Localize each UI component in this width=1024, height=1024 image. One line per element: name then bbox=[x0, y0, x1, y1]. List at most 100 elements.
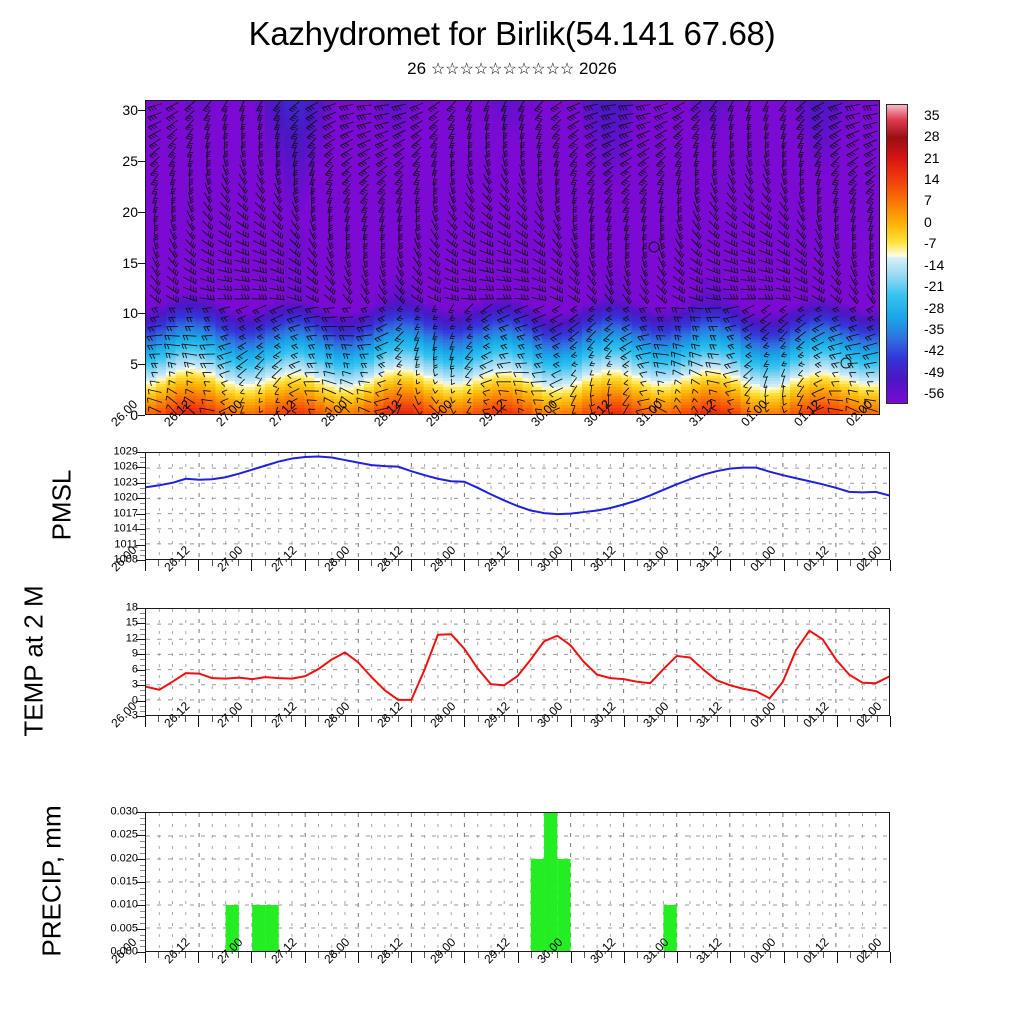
x-tick-mark bbox=[877, 952, 878, 958]
x-tick-mark bbox=[544, 952, 545, 958]
x-tick-mark bbox=[823, 560, 824, 566]
x-tick-mark bbox=[584, 952, 585, 958]
y-tick-mark-minor bbox=[140, 555, 145, 556]
y-tick-mark-minor bbox=[140, 457, 145, 458]
y-tick-mark bbox=[136, 560, 145, 561]
y-tick-mark bbox=[136, 701, 145, 702]
colorbar-tick-label: -49 bbox=[924, 363, 945, 380]
y-tick-label: 20 bbox=[122, 203, 138, 220]
y-tick-mark-minor bbox=[140, 659, 145, 660]
x-tick-mark bbox=[611, 952, 612, 958]
y-tick-mark-minor bbox=[140, 493, 145, 494]
y-tick-mark bbox=[136, 882, 145, 883]
subtitle-date: 26 ☆☆☆☆☆☆☆☆☆☆ 2026 bbox=[0, 58, 1024, 81]
y-tick-mark-minor bbox=[140, 534, 145, 535]
y-tick-mark bbox=[136, 639, 145, 640]
x-tick-mark bbox=[305, 952, 306, 963]
y-tick-mark-minor bbox=[140, 634, 145, 635]
pmsl-axis-label: PMSL bbox=[46, 469, 77, 541]
x-tick-mark bbox=[837, 560, 838, 571]
y-tick-mark-minor bbox=[140, 935, 145, 936]
x-tick-mark bbox=[212, 560, 213, 566]
x-tick-mark bbox=[238, 560, 239, 566]
x-tick-mark bbox=[877, 560, 878, 566]
x-tick-mark bbox=[504, 952, 505, 958]
y-tick-mark-minor bbox=[140, 824, 145, 825]
x-tick-mark bbox=[251, 560, 252, 571]
x-tick-mark bbox=[265, 716, 266, 722]
y-tick-mark-minor bbox=[140, 629, 145, 630]
y-tick-mark bbox=[136, 483, 145, 484]
x-tick-mark bbox=[478, 952, 479, 958]
y-tick-mark-minor bbox=[140, 923, 145, 924]
x-tick-mark bbox=[238, 952, 239, 958]
x-tick-mark bbox=[690, 560, 691, 566]
y-tick-label: 15 bbox=[125, 616, 138, 629]
y-tick-mark-minor bbox=[140, 888, 145, 889]
y-tick-mark-minor bbox=[140, 675, 145, 676]
x-tick-mark bbox=[491, 952, 492, 958]
y-tick-mark-minor bbox=[140, 830, 145, 831]
y-tick-mark-minor bbox=[140, 818, 145, 819]
x-tick-mark bbox=[158, 560, 159, 566]
x-tick-mark bbox=[438, 560, 439, 566]
x-tick-mark bbox=[464, 952, 465, 963]
x-tick-mark bbox=[358, 952, 359, 963]
x-tick-mark bbox=[371, 952, 372, 958]
x-tick-mark bbox=[305, 716, 306, 727]
colorbar-tick-label: 35 bbox=[924, 106, 940, 123]
colorbar-tick-label: -28 bbox=[924, 299, 945, 316]
x-tick-mark bbox=[345, 952, 346, 958]
x-tick-mark bbox=[571, 560, 572, 571]
x-tick-mark bbox=[810, 952, 811, 958]
x-tick-mark bbox=[172, 560, 173, 566]
colorbar-tick-label: -35 bbox=[924, 321, 945, 337]
x-tick-mark bbox=[384, 716, 385, 722]
subtitle-year: 2026 bbox=[579, 59, 617, 78]
x-tick-mark bbox=[278, 952, 279, 958]
x-tick-mark bbox=[784, 716, 785, 727]
colorbar-tick-label: 21 bbox=[924, 149, 940, 166]
pmsl-line-series bbox=[146, 453, 889, 559]
y-tick-label: 10 bbox=[122, 305, 138, 322]
y-tick-label: 18 bbox=[125, 601, 138, 614]
y-tick-label: 6 bbox=[131, 663, 138, 676]
y-tick-mark-minor bbox=[140, 841, 145, 842]
precip-plot[interactable] bbox=[145, 812, 890, 952]
x-tick-mark bbox=[145, 952, 146, 963]
x-tick-mark bbox=[611, 560, 612, 566]
x-tick-mark bbox=[717, 560, 718, 566]
y-tick-label: 3 bbox=[131, 678, 138, 691]
cross-section-field bbox=[146, 101, 879, 414]
cross-section-plot[interactable] bbox=[145, 100, 880, 415]
y-tick-mark bbox=[136, 452, 145, 453]
x-tick-mark bbox=[571, 716, 572, 727]
x-tick-mark bbox=[770, 560, 771, 566]
y-tick-label: 1026 bbox=[113, 460, 138, 473]
temp2m-axis-label: TEMP at 2 M bbox=[18, 585, 49, 737]
x-tick-mark bbox=[850, 952, 851, 958]
x-tick-mark bbox=[478, 560, 479, 566]
y-tick-label: 5 bbox=[130, 356, 138, 373]
y-tick-mark bbox=[136, 835, 145, 836]
x-tick-mark bbox=[544, 716, 545, 722]
x-tick-mark bbox=[172, 952, 173, 958]
x-tick-mark bbox=[863, 952, 864, 958]
y-tick-mark-minor bbox=[140, 900, 145, 901]
y-tick-mark-minor bbox=[140, 847, 145, 848]
y-tick-mark-minor bbox=[140, 524, 145, 525]
x-tick-mark bbox=[730, 560, 731, 571]
x-tick-mark bbox=[797, 952, 798, 958]
y-tick-mark-minor bbox=[140, 473, 145, 474]
x-tick-mark bbox=[637, 952, 638, 958]
y-tick-label: 1014 bbox=[113, 522, 138, 535]
x-tick-mark bbox=[491, 716, 492, 722]
x-tick-mark bbox=[424, 716, 425, 722]
y-tick-label: 1020 bbox=[113, 491, 138, 504]
pmsl-plot[interactable] bbox=[145, 452, 890, 560]
x-tick-mark bbox=[198, 716, 199, 727]
x-tick-mark bbox=[624, 952, 625, 963]
temp2m-plot[interactable] bbox=[145, 608, 890, 716]
y-tick-mark bbox=[138, 263, 145, 264]
x-tick-mark bbox=[464, 716, 465, 727]
